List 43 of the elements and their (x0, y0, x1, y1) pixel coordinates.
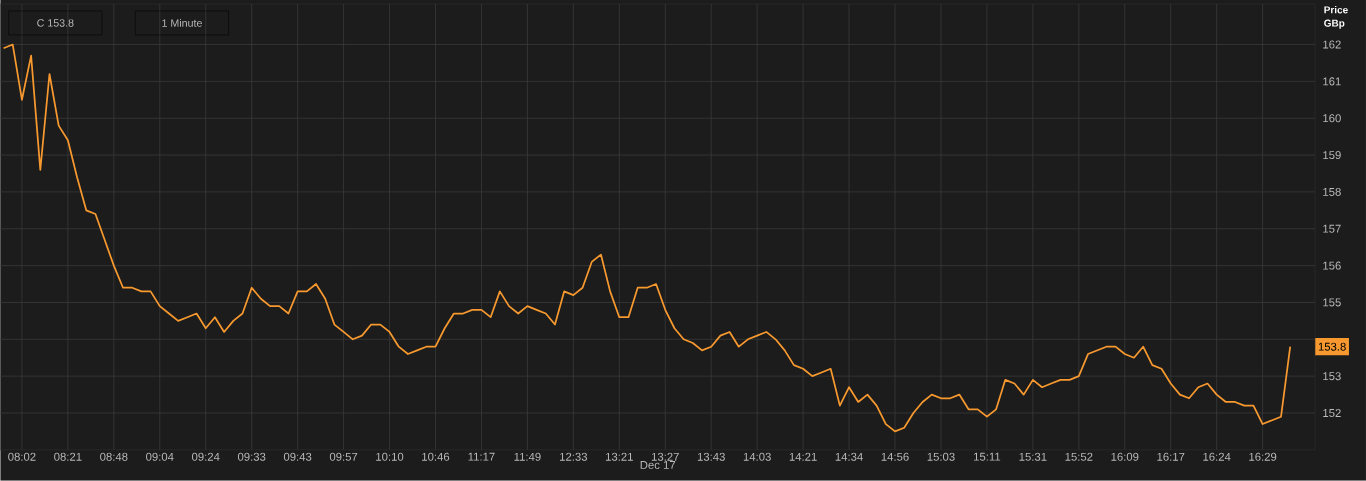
y-tick-label: 155 (1323, 298, 1341, 307)
x-tick-label: 13:27 (651, 452, 679, 461)
x-tick-label: 08:48 (100, 452, 128, 461)
x-tick-label: 16:09 (1111, 452, 1139, 461)
x-tick-label: 09:04 (146, 452, 174, 461)
x-tick-label: 15:11 (974, 452, 1001, 461)
x-tick-label: 15:52 (1065, 452, 1093, 461)
x-tick-label: 15:31 (1019, 452, 1047, 461)
y-tick-label: 161 (1323, 77, 1341, 86)
annotation: 1 Minute (162, 19, 202, 27)
x-tick-label: 09:24 (192, 452, 220, 461)
x-tick-label: 10:46 (422, 452, 450, 461)
x-tick-label: 09:33 (237, 452, 266, 461)
x-tick-label: 15:03 (927, 452, 955, 461)
x-tick-label: 13:43 (697, 452, 725, 461)
x-tick-label: 08:02 (8, 452, 36, 461)
x-tick-label: 16:29 (1249, 452, 1277, 461)
y-axis-title: Price GBp (1324, 6, 1348, 29)
x-tick-label: 14:56 (881, 452, 909, 461)
y-tick-label: 153 (1323, 372, 1341, 381)
x-tick-label: 14:34 (835, 452, 863, 461)
x-tick-label: 09:43 (283, 452, 312, 461)
x-axis-title: Dec 17 (640, 461, 676, 470)
y-tick-label: 162 (1323, 40, 1341, 49)
y-tick-label: 157 (1323, 224, 1341, 233)
text: 153.8 (1318, 342, 1346, 351)
y-tick-label: 156 (1323, 261, 1341, 270)
x-tick-label: 11:49 (514, 452, 541, 461)
x-tick-label: 16:24 (1203, 452, 1231, 461)
annotation: C 153.8 (37, 19, 74, 27)
y-tick-label: 160 (1323, 114, 1341, 123)
x-tick-label: 16:17 (1157, 452, 1185, 461)
x-tick-label: 08:21 (54, 452, 82, 461)
y-tick-label: 158 (1323, 187, 1341, 196)
x-tick-label: 11:17 (468, 452, 495, 461)
x-tick-label: 14:03 (743, 452, 771, 461)
x-tick-label: 12:33 (560, 452, 588, 461)
y-tick-label: 159 (1323, 151, 1341, 160)
x-tick-label: 09:57 (329, 452, 358, 461)
x-tick-label: 13:21 (605, 452, 633, 461)
x-tick-label: 10:10 (376, 452, 404, 461)
x-tick-label: 14:21 (789, 452, 817, 461)
y-tick-label: 152 (1323, 409, 1341, 418)
